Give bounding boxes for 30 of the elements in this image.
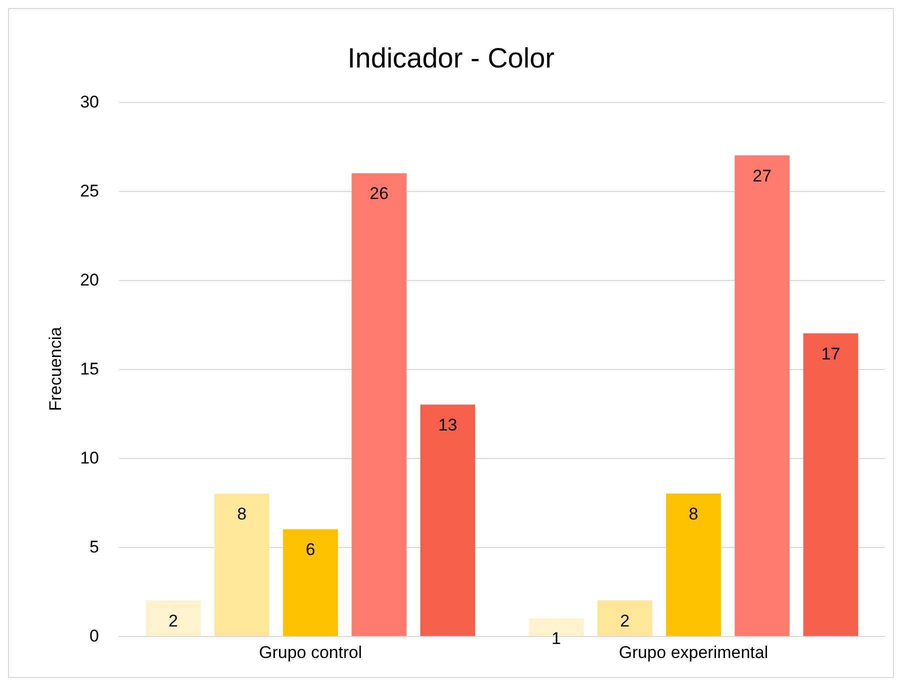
y-tick-label: 15 — [80, 360, 99, 378]
bar — [666, 494, 721, 636]
bar — [734, 155, 790, 636]
data-label: 2 — [620, 611, 630, 630]
chart-title: Indicador - Color — [348, 42, 554, 74]
y-tick-label: 5 — [90, 538, 99, 556]
data-label: 8 — [237, 504, 247, 524]
x-tick-label: Grupo control — [259, 643, 362, 662]
bar — [283, 529, 338, 636]
y-tick-label: 20 — [80, 270, 99, 290]
data-label: 1 — [552, 629, 561, 648]
data-label: 2 — [168, 611, 178, 630]
y-tick-label: 10 — [80, 448, 99, 468]
y-tick-label: 25 — [80, 182, 99, 200]
data-label: 13 — [438, 416, 458, 435]
bar — [352, 173, 407, 636]
bar — [214, 494, 270, 636]
bar — [146, 600, 201, 636]
data-label: 26 — [370, 184, 389, 204]
y-tick-label: 30 — [80, 92, 99, 112]
bar — [420, 404, 476, 636]
bar — [597, 600, 652, 636]
data-label: 8 — [688, 504, 698, 524]
y-axis-title: Frecuencia — [46, 326, 65, 412]
data-label: 6 — [306, 540, 316, 560]
x-tick-label: Grupo experimental — [618, 643, 768, 662]
data-label: 17 — [821, 344, 840, 364]
bar — [803, 333, 858, 636]
y-tick-label: 0 — [90, 626, 99, 646]
data-label: 27 — [752, 166, 772, 186]
